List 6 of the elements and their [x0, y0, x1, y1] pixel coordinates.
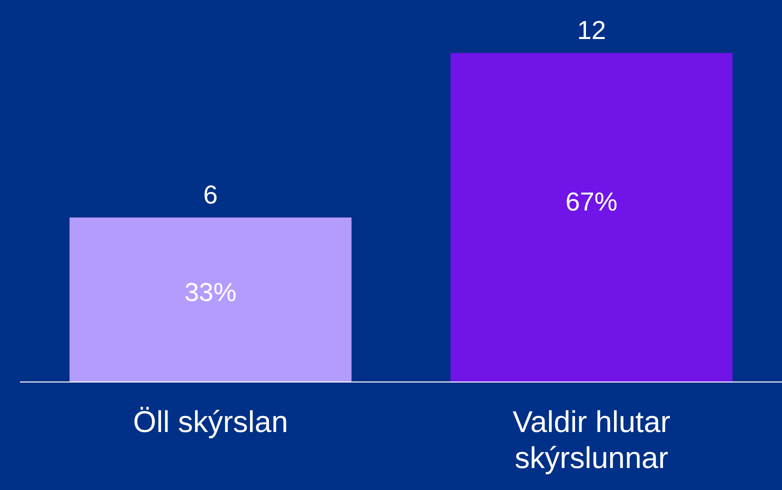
annotation: 67% [565, 186, 618, 216]
data-label: 12 [577, 15, 606, 45]
x-tick-label: Valdir hlutar skýrslunnar [512, 406, 670, 475]
x-tick-label: Öll skýrslan [132, 406, 288, 439]
data-label: 6 [203, 180, 218, 210]
annotation: 33% [184, 276, 237, 307]
